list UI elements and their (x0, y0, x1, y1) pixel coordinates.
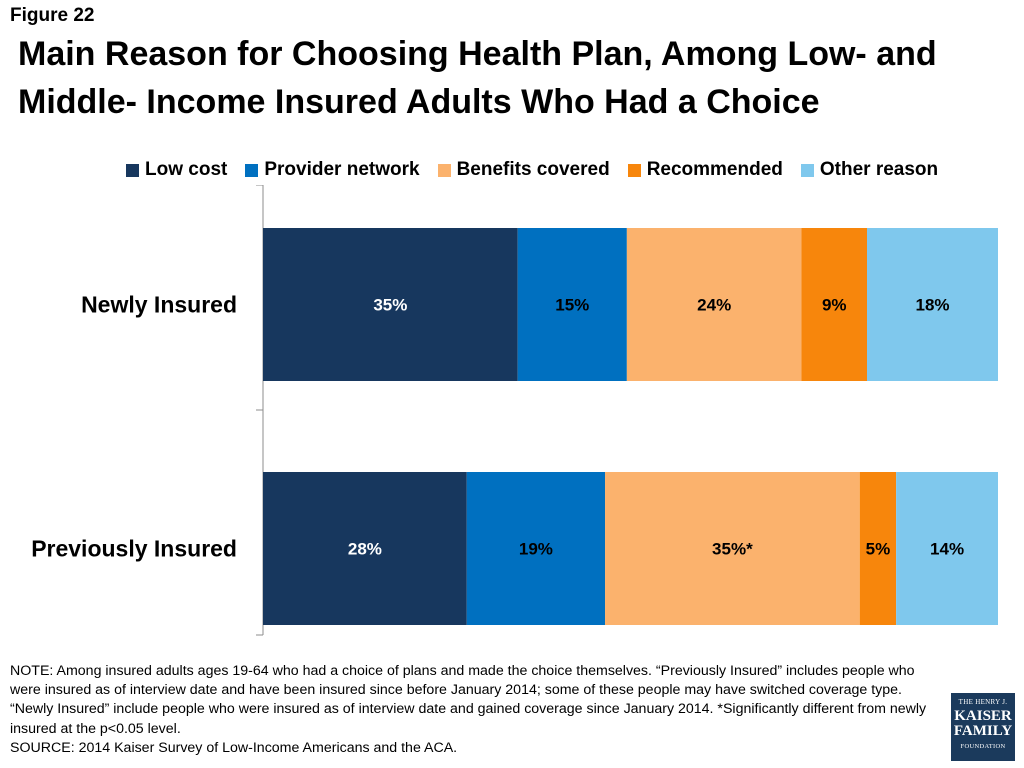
logo-line-2: KAISER (954, 708, 1012, 724)
legend-item-5: Other reason (800, 159, 939, 181)
bar-segment (896, 472, 998, 625)
legend-label: Benefits covered (456, 159, 610, 180)
data-label: 15% (555, 296, 589, 315)
data-label: 35%* (712, 540, 753, 559)
legend-label: Provider network (264, 159, 420, 180)
bar-segment (867, 228, 998, 381)
legend-item-1: Low cost (126, 159, 227, 181)
legend-item-2: Provider network (245, 159, 420, 181)
bar-segment (263, 228, 518, 381)
data-label: 9% (822, 296, 847, 315)
source-text: SOURCE: 2014 Kaiser Survey of Low-Income… (10, 739, 458, 756)
legend-swatch (437, 163, 451, 177)
bar-segment (801, 228, 868, 381)
bar-segment (859, 472, 897, 625)
data-label: 24% (697, 296, 731, 315)
logo-line-4: FOUNDATION (960, 743, 1006, 750)
legend-swatch (800, 163, 814, 177)
stacked-bar-chart: Newly Insured 35% 15% 24% 9% 18% Previously In… (31, 185, 998, 636)
bar-segment (517, 228, 627, 381)
legend-label: Recommended (646, 159, 783, 180)
data-label: 18% (915, 296, 949, 315)
note-text: NOTE: Among insured adults ages 19-64 wh… (10, 663, 927, 737)
legend-label: Other reason (819, 159, 939, 180)
bar-segment (263, 472, 467, 625)
chart-title: Main Reason for Choosing Health Plan, Am… (18, 35, 937, 121)
data-label: 19% (519, 540, 553, 559)
data-label: 14% (930, 540, 964, 559)
bar-segment (626, 228, 802, 381)
data-label: 28% (348, 540, 382, 559)
data-label: 35% (373, 296, 407, 315)
chart-note: NOTE: Among insured adults ages 19-64 wh… (10, 662, 930, 758)
category-label: Newly Insured (81, 292, 237, 318)
logo-line-1: THE HENRY J. (958, 698, 1008, 706)
legend-swatch (245, 163, 259, 177)
data-label: 5% (866, 540, 891, 559)
logo-line-3: FAMILY (953, 723, 1013, 739)
legend-item-3: Benefits covered (437, 159, 610, 181)
legend-item-4: Recommended (627, 159, 783, 181)
bar-segment (466, 472, 606, 625)
legend-swatch (627, 163, 641, 177)
figure-label: Figure 22 (10, 5, 95, 26)
chart-legend: Low cost Provider network Benefits covered… (126, 158, 938, 182)
category-label: Previously Insured (31, 536, 237, 562)
legend-label: Low cost (145, 159, 228, 180)
kff-logo: THE HENRY J. KAISER FAMILY FOUNDATION (951, 693, 1015, 761)
bar-segment (605, 472, 860, 625)
legend-swatch (126, 163, 139, 177)
